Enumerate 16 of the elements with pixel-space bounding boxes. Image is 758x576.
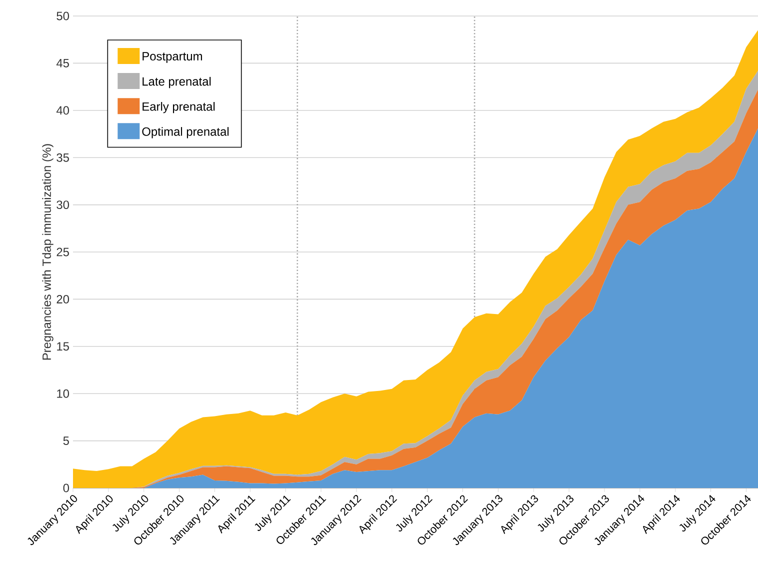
y-tick-label: 25 xyxy=(56,248,69,256)
y-tick-label: 30 xyxy=(56,200,70,210)
y-tick-label: 35 xyxy=(56,153,69,162)
y-tick-label: 5 xyxy=(63,436,69,445)
y-tick-label: 15 xyxy=(57,342,69,351)
y-tick-label: 0 xyxy=(63,484,70,492)
y-tick-label: 20 xyxy=(56,294,70,304)
y-tick-label: 45 xyxy=(56,59,69,68)
y-tick-label: 40 xyxy=(56,106,70,115)
legend-label: Early prenatal xyxy=(142,102,215,114)
y-axis-title: Pregnancies with Tdap immunization (%) xyxy=(42,144,54,360)
legend-label: Postpartum xyxy=(142,52,202,63)
y-tick-label: 50 xyxy=(56,12,70,20)
legend-label: Late prenatal xyxy=(142,76,211,88)
legend-label: Optimal prenatal xyxy=(142,127,229,138)
y-tick-label: 10 xyxy=(57,389,70,398)
